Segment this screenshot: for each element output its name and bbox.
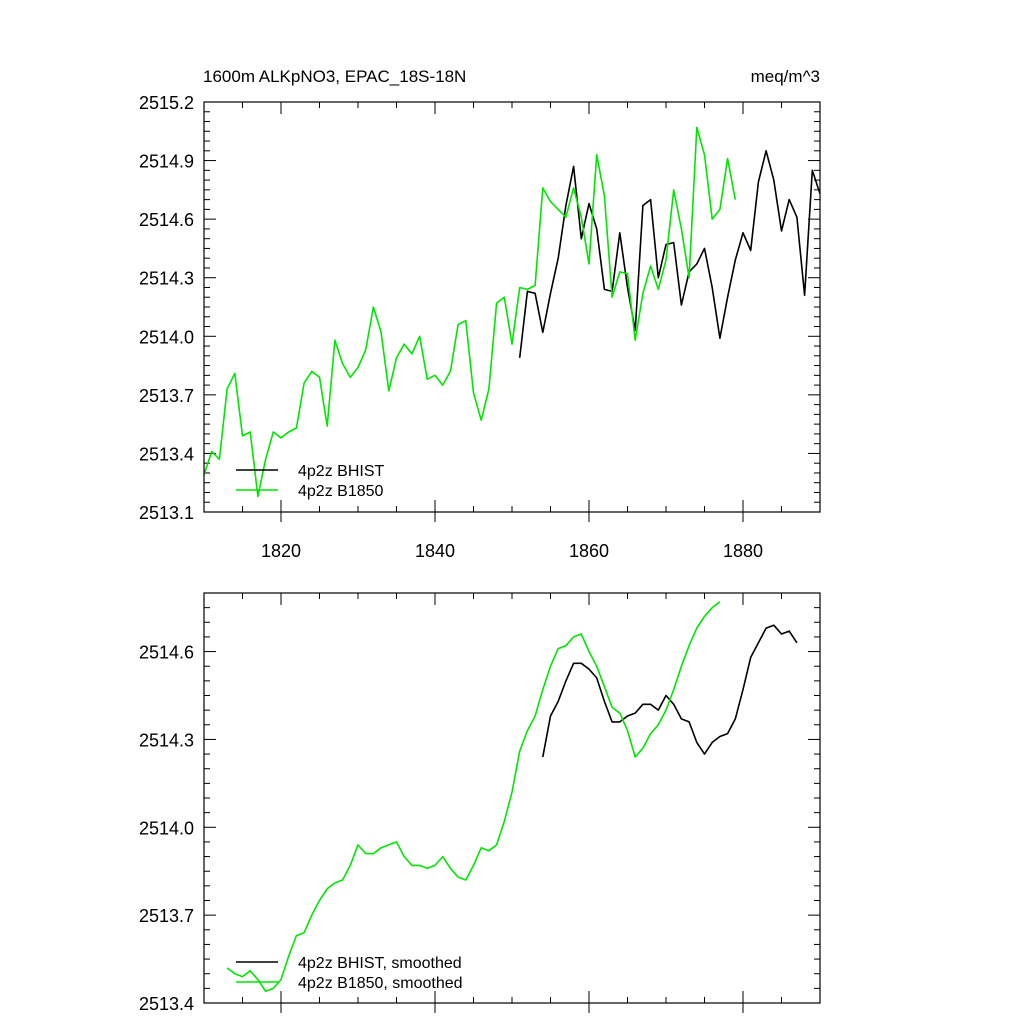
top-legend: 4p2z BHIST 4p2z B1850 [236, 463, 384, 500]
bottom-plot-frame [203, 592, 821, 1004]
top-axis-ticks [203, 101, 821, 522]
top-plot-frame [203, 101, 821, 513]
bottom-series-line-b1850 [226, 601, 721, 993]
units-label: meq/m^3 [751, 67, 820, 86]
top-y-tick-label: 2514.0 [139, 327, 194, 347]
bottom-y-tick-label: 2514.6 [139, 643, 194, 663]
top-y-tick-label: 2513.1 [139, 503, 194, 523]
top-chart: 1600m ALKpNO3, EPAC_18S-18N meq/m^3 2513… [139, 67, 821, 561]
top-y-tick-label: 2515.2 [139, 93, 194, 113]
legend-label-bhist: 4p2z BHIST [298, 463, 384, 480]
top-series-line-bhist [518, 150, 821, 358]
bottom-legend: 4p2z BHIST, smoothed 4p2z B1850, smoothe… [236, 955, 463, 992]
top-series-line-b1850 [203, 126, 737, 498]
bottom-axis-tick-labels: 2513.4 2513.7 2514.0 2514.3 2514.6 [139, 643, 194, 1014]
top-y-tick-label: 2514.3 [139, 269, 194, 289]
bottom-y-tick-label: 2514.0 [139, 818, 194, 838]
bottom-y-tick-label: 2514.3 [139, 730, 194, 750]
legend-label-b1850: 4p2z B1850 [298, 483, 384, 500]
top-y-tick-label: 2514.9 [139, 152, 194, 172]
bottom-y-tick-label: 2513.7 [139, 906, 194, 926]
top-x-tick-label: 1840 [415, 541, 455, 561]
bottom-y-tick-label: 2513.4 [139, 994, 194, 1014]
legend-label-b1850-smoothed: 4p2z B1850, smoothed [298, 975, 463, 992]
bottom-series-group [226, 601, 798, 993]
top-y-tick-label: 2514.6 [139, 210, 194, 230]
top-series-group [203, 126, 821, 498]
legend-label-bhist-smoothed: 4p2z BHIST, smoothed [298, 955, 462, 972]
top-y-tick-label: 2513.4 [139, 444, 194, 464]
top-x-tick-label: 1820 [261, 541, 301, 561]
bottom-axis-ticks [203, 592, 821, 1013]
bottom-chart: 2513.4 2513.7 2514.0 2514.3 2514.6 4p2z BHIS… [139, 592, 821, 1014]
bottom-series-line-bhist [542, 624, 798, 758]
top-y-tick-label: 2513.7 [139, 386, 194, 406]
chart-title: 1600m ALKpNO3, EPAC_18S-18N [203, 67, 466, 86]
top-axis-tick-labels: 2513.1 2513.4 2513.7 2514.0 2514.3 2514.6 2514… [139, 93, 763, 561]
top-x-tick-label: 1860 [569, 541, 609, 561]
top-x-tick-label: 1880 [723, 541, 763, 561]
